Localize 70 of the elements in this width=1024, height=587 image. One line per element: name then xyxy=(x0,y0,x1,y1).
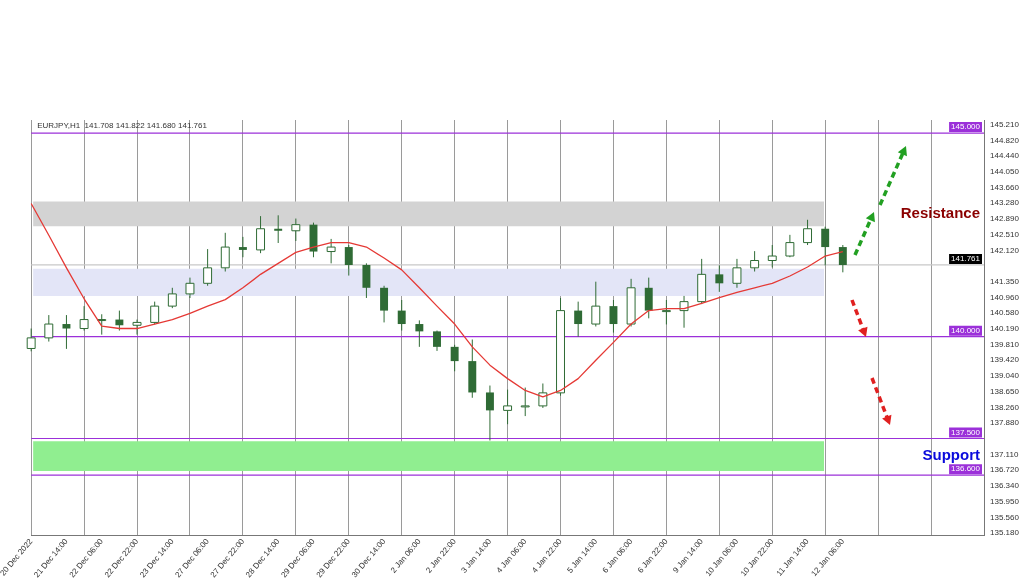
candlestick xyxy=(344,244,353,277)
candlestick xyxy=(415,319,424,348)
y-tick-label: 141.350 xyxy=(990,276,1020,286)
y-tick-label: 139.040 xyxy=(990,370,1020,380)
y-tick-label: 145.210 xyxy=(990,119,1020,129)
candlestick xyxy=(326,238,336,264)
candlestick xyxy=(397,299,406,332)
y-tick-label: 135.950 xyxy=(990,496,1020,506)
candlestick xyxy=(62,314,71,350)
candlestick xyxy=(715,264,724,293)
candlestick xyxy=(609,299,618,334)
candlestick xyxy=(79,305,89,332)
y-tick-label: 139.420 xyxy=(990,355,1020,365)
ref-line-label: 137.500 xyxy=(951,427,981,437)
candlestick xyxy=(132,319,142,336)
y-tick-label: 144.440 xyxy=(990,151,1020,161)
ref-line-label: 145.000 xyxy=(951,122,981,132)
candlestick xyxy=(732,258,742,289)
y-tick-label: 143.280 xyxy=(990,198,1020,208)
ref-line-label: 140.000 xyxy=(951,325,981,335)
y-tick-label: 140.580 xyxy=(990,308,1020,318)
candlestick xyxy=(220,232,230,272)
candlestick xyxy=(661,299,671,325)
candlestick xyxy=(185,277,195,299)
candlestick xyxy=(44,314,54,343)
candlestick xyxy=(750,250,760,272)
y-tick-label: 140.960 xyxy=(990,292,1020,302)
y-tick-label: 142.890 xyxy=(990,214,1020,224)
y-tick-label: 138.650 xyxy=(990,386,1020,396)
chart-title: EURJPY,H1 141.708 141.822 141.680 141.761 xyxy=(37,121,208,131)
candlestick xyxy=(167,287,177,309)
candlestick xyxy=(485,385,494,442)
candlestick xyxy=(644,277,653,319)
y-tick-label: 144.050 xyxy=(990,166,1020,176)
candlestick xyxy=(803,219,813,246)
y-tick-label: 137.110 xyxy=(990,449,1019,459)
candlestick xyxy=(362,262,371,299)
y-tick-label: 138.260 xyxy=(990,402,1020,412)
candlestick xyxy=(203,248,213,287)
candlestick xyxy=(380,285,389,323)
y-tick-label: 139.810 xyxy=(990,339,1020,349)
candlestick xyxy=(256,215,266,254)
ref-line-label: 141.761 xyxy=(951,254,981,264)
candlestick xyxy=(838,244,847,273)
candlestick xyxy=(679,295,689,329)
candlestick xyxy=(574,301,583,338)
y-tick-label: 135.560 xyxy=(990,512,1020,522)
candlestick xyxy=(520,387,530,417)
candlestick xyxy=(767,244,777,268)
annotation: Resistance xyxy=(900,204,980,222)
y-tick-label: 142.510 xyxy=(990,229,1020,239)
y-tick-label: 143.660 xyxy=(990,182,1020,192)
candlestick xyxy=(274,214,283,244)
y-tick-label: 140.190 xyxy=(990,324,1020,334)
candlestick xyxy=(503,389,513,425)
candlestick xyxy=(821,226,830,266)
ref-line-label: 136.600 xyxy=(951,464,981,474)
y-tick-label: 142.120 xyxy=(990,245,1020,255)
candlestick xyxy=(291,218,301,242)
candlestick xyxy=(538,383,548,409)
candlestick xyxy=(591,281,601,327)
annotation: Support xyxy=(922,446,980,464)
y-tick-label: 144.820 xyxy=(990,135,1020,145)
y-tick-label: 137.880 xyxy=(990,418,1020,428)
y-tick-label: 136.340 xyxy=(990,480,1020,490)
y-tick-label: 136.720 xyxy=(990,465,1020,475)
y-tick-label: 135.180 xyxy=(990,528,1020,538)
candlestick xyxy=(26,328,36,352)
candlestick xyxy=(238,236,247,258)
candlestick xyxy=(450,344,459,372)
